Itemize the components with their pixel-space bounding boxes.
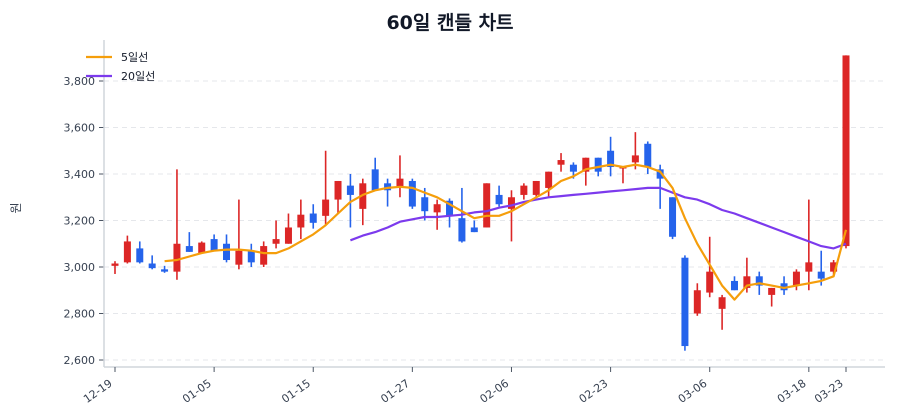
- candle-body: [743, 276, 751, 288]
- candle-body: [284, 227, 292, 244]
- legend-label: 5일선: [121, 50, 148, 64]
- candle-body: [792, 271, 800, 286]
- x-tick-label: 01-05: [180, 377, 214, 406]
- candle-body: [669, 197, 677, 237]
- candle-body: [706, 271, 714, 293]
- candle-body: [545, 171, 553, 188]
- candle-body: [693, 290, 701, 314]
- legend-label: 20일선: [121, 69, 155, 83]
- ma20-line: [350, 186, 847, 250]
- y-tick-label: 3,400: [64, 168, 96, 181]
- y-tick-label: 3,200: [64, 215, 96, 228]
- y-tick-label: 3,600: [64, 122, 96, 135]
- y-tick-label: 2,600: [64, 354, 96, 367]
- candle-body: [198, 242, 206, 254]
- candle-body: [148, 263, 156, 269]
- candle-body: [656, 169, 664, 179]
- candle-body: [507, 197, 515, 209]
- candle-body: [644, 143, 652, 168]
- candle-body: [842, 55, 850, 247]
- candle-body: [223, 243, 231, 261]
- candle-body: [421, 197, 429, 212]
- candle-body: [768, 287, 776, 295]
- candle-body: [607, 150, 615, 168]
- candle-body: [532, 180, 540, 195]
- candle-body: [334, 180, 342, 200]
- x-tick-label: 02-23: [577, 377, 611, 406]
- candle-body: [247, 250, 255, 263]
- y-tick-label: 3,000: [64, 261, 96, 274]
- x-tick-label: 03-18: [775, 377, 809, 406]
- candle-body: [210, 239, 218, 251]
- candle-body: [681, 257, 689, 347]
- candle-body: [235, 250, 243, 265]
- candle-body: [322, 199, 330, 216]
- candle-body: [161, 269, 169, 272]
- ma5-line: [164, 163, 848, 301]
- candle-body: [730, 280, 738, 291]
- candle-body: [594, 157, 602, 172]
- candle-body: [185, 246, 193, 252]
- candle-body: [817, 271, 825, 279]
- candle-body: [309, 213, 317, 223]
- candle-body: [569, 164, 577, 172]
- x-tick-label: 03-23: [812, 377, 846, 406]
- candle-body: [384, 183, 392, 191]
- candle-body: [136, 248, 144, 263]
- candle-body: [371, 169, 379, 191]
- candle-body: [446, 200, 454, 216]
- x-tick-label: 12-19: [81, 377, 115, 406]
- candle-body: [173, 243, 181, 272]
- x-tick-label: 01-15: [279, 377, 313, 406]
- candle-body: [495, 194, 503, 205]
- candle-body: [483, 183, 491, 228]
- candle-body: [346, 185, 354, 195]
- y-tick-label: 2,800: [64, 308, 96, 321]
- x-tick-label: 01-27: [378, 377, 412, 406]
- x-tick-label: 03-06: [676, 377, 710, 406]
- candle-body: [111, 263, 119, 266]
- y-tick-label: 3,800: [64, 75, 96, 88]
- candle-body: [557, 160, 565, 165]
- candle-body: [272, 239, 280, 244]
- candle-body: [470, 227, 478, 233]
- candle-body: [260, 246, 268, 265]
- candle-body: [755, 276, 763, 286]
- candle-body: [830, 262, 838, 272]
- candle-body: [718, 297, 726, 309]
- candle-body: [123, 241, 131, 263]
- y-axis-label: 원: [9, 202, 23, 213]
- candle-body: [520, 185, 528, 195]
- candle-body: [433, 204, 441, 213]
- candle-body: [631, 155, 639, 163]
- candle-body: [458, 218, 466, 242]
- candle-body: [805, 262, 813, 272]
- candle-body: [396, 178, 404, 188]
- candle-body: [582, 157, 590, 172]
- candle-body: [780, 283, 788, 291]
- candle-body: [297, 214, 305, 228]
- x-tick-label: 02-06: [478, 377, 512, 406]
- candle-body: [408, 180, 416, 207]
- chart-title: 60일 캔들 차트: [386, 12, 514, 34]
